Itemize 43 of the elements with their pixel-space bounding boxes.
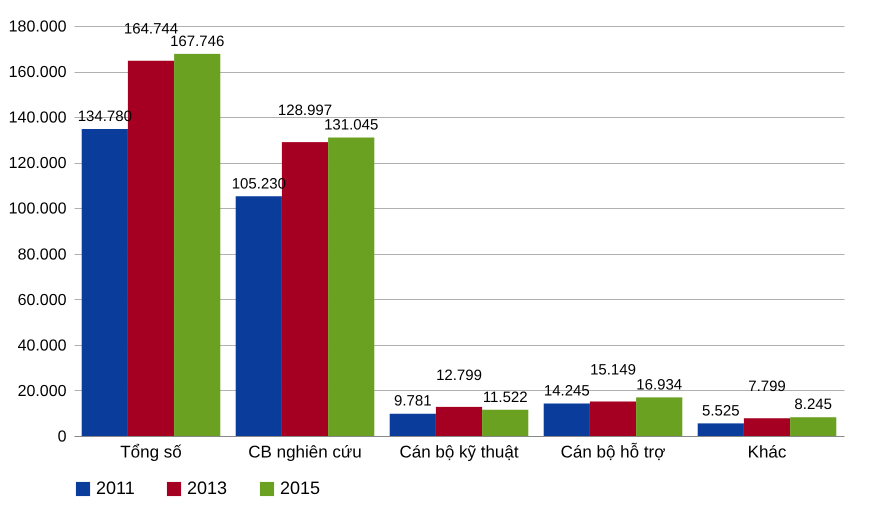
bar xyxy=(174,54,220,436)
bar xyxy=(482,410,528,436)
y-tick-label: 60.000 xyxy=(18,292,67,309)
bar xyxy=(236,196,282,436)
y-tick-label: 100.000 xyxy=(8,200,67,218)
x-tick-label: Cán bộ kỹ thuật xyxy=(399,442,519,462)
bar xyxy=(544,404,590,436)
legend-label: 2013 xyxy=(187,478,228,498)
y-tick-label: 120.000 xyxy=(8,155,67,172)
bar xyxy=(790,417,836,436)
data-label: 15.149 xyxy=(590,361,636,378)
y-tick-label: 0 xyxy=(58,428,67,446)
data-label: 11.522 xyxy=(482,388,528,406)
x-tick-label: Tổng số xyxy=(120,442,182,462)
legend-label: 2015 xyxy=(280,478,320,498)
x-tick-label: Khác xyxy=(748,442,787,462)
data-label: 167.746 xyxy=(170,32,224,50)
x-tick-label: CB nghiên cứu xyxy=(248,442,362,462)
bar xyxy=(390,414,436,436)
data-label: 7.799 xyxy=(748,378,786,396)
y-tick-label: 140.000 xyxy=(8,110,67,127)
data-label: 131.045 xyxy=(324,116,378,134)
data-label: 9.781 xyxy=(394,392,432,410)
data-label: 5.525 xyxy=(702,402,740,420)
bar xyxy=(744,418,790,436)
y-tick-label: 180.000 xyxy=(8,18,67,36)
bar xyxy=(436,406,482,436)
y-tick-label: 160.000 xyxy=(8,64,67,82)
data-label: 128.997 xyxy=(278,102,332,120)
data-label: 12.799 xyxy=(436,366,482,384)
y-tick-label: 80.000 xyxy=(18,246,67,264)
y-tick-label: 20.000 xyxy=(18,382,67,400)
bar xyxy=(698,423,744,436)
bar xyxy=(636,397,682,436)
x-tick-label: Cán bộ hỗ trợ xyxy=(560,442,666,462)
data-label: 8.245 xyxy=(794,396,832,414)
bar xyxy=(82,129,128,436)
data-label: 14.245 xyxy=(544,382,590,400)
y-tick-label: 40.000 xyxy=(18,337,67,354)
bar xyxy=(590,401,636,436)
bar xyxy=(328,138,374,436)
legend-label: 2011 xyxy=(96,478,135,498)
data-label: 16.934 xyxy=(636,376,682,394)
